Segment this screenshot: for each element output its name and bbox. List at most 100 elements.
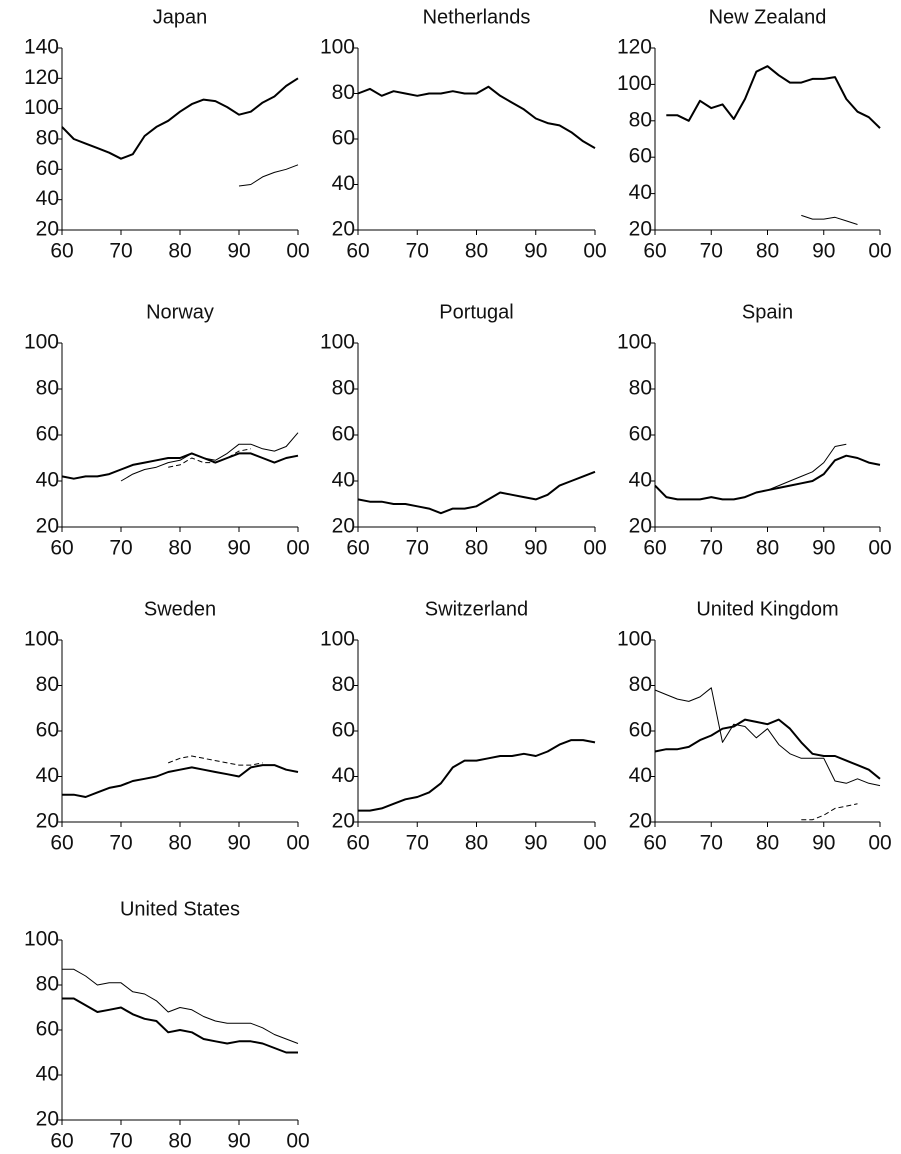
x-tick-label: 80 [168,1130,191,1153]
y-tick-label: 20 [629,218,652,241]
y-tick-label: 20 [332,218,355,241]
series-line [62,764,299,798]
x-tick-label: 90 [812,240,835,263]
x-tick-label: 00 [286,537,309,560]
x-tick-label: 00 [583,832,606,855]
y-tick-label: 60 [332,719,355,742]
series-line [801,214,858,225]
panel-title: New Zealand [709,6,827,28]
panel-title: Sweden [144,598,216,620]
series-line [654,718,881,780]
x-tick-label: 90 [227,832,250,855]
x-tick-label: 80 [756,832,779,855]
x-tick-label: 70 [109,832,132,855]
y-tick-label: 100 [617,72,652,95]
y-tick-label: 100 [320,628,355,651]
y-tick-label: 20 [629,810,652,833]
y-tick-label: 20 [36,810,59,833]
y-tick-label: 60 [332,423,355,446]
x-tick-label: 90 [524,240,547,263]
y-tick-label: 20 [36,218,59,241]
y-tick-label: 40 [629,181,652,204]
y-tick-label: 100 [24,628,59,651]
x-tick-label: 70 [406,537,429,560]
series-line [61,452,299,480]
y-tick-label: 80 [332,377,355,400]
x-tick-label: 70 [406,240,429,263]
y-tick-label: 60 [36,423,59,446]
x-tick-label: 70 [700,537,723,560]
y-tick-label: 100 [320,331,355,354]
y-tick-label: 40 [629,469,652,492]
x-tick-label: 80 [168,240,191,263]
x-tick-label: 60 [50,537,73,560]
x-tick-label: 90 [812,832,835,855]
series-line [358,739,596,812]
series-line [62,968,299,1044]
y-tick-label: 80 [36,127,59,150]
x-tick-label: 60 [50,832,73,855]
series-line [666,65,881,129]
x-tick-label: 80 [756,537,779,560]
y-tick-label: 60 [629,719,652,742]
y-tick-label: 20 [332,515,355,538]
y-tick-label: 80 [36,973,59,996]
x-tick-label: 90 [227,537,250,560]
y-tick-label: 40 [36,1063,59,1086]
panel-title: Portugal [439,301,514,323]
y-tick-label: 80 [332,81,355,104]
y-tick-label: 40 [36,187,59,210]
x-tick-label: 70 [700,240,723,263]
y-tick-label: 20 [36,515,59,538]
y-tick-label: 120 [24,66,59,89]
y-tick-label: 140 [24,36,59,59]
x-tick-label: 80 [168,832,191,855]
y-tick-label: 40 [332,764,355,787]
series-line [168,755,263,766]
x-tick-label: 90 [524,537,547,560]
x-tick-label: 00 [583,537,606,560]
y-tick-label: 60 [629,423,652,446]
x-tick-label: 70 [406,832,429,855]
panel-title: Japan [153,6,208,28]
x-tick-label: 00 [868,537,891,560]
x-tick-label: 00 [868,832,891,855]
y-tick-label: 80 [629,377,652,400]
x-tick-label: 90 [227,1130,250,1153]
y-tick-label: 40 [332,172,355,195]
x-tick-label: 00 [286,832,309,855]
y-tick-label: 20 [629,515,652,538]
series-line [168,448,251,468]
x-tick-label: 00 [286,1130,309,1153]
y-tick-label: 60 [332,127,355,150]
x-tick-label: 60 [50,1130,73,1153]
x-tick-label: 70 [109,240,132,263]
x-tick-label: 60 [346,240,369,263]
y-tick-label: 100 [24,331,59,354]
x-tick-label: 80 [756,240,779,263]
y-tick-label: 60 [629,145,652,168]
series-line [654,454,881,501]
series-line [61,77,299,160]
panel-title: Spain [742,301,793,323]
y-tick-label: 80 [629,673,652,696]
series-line [120,432,299,482]
x-tick-label: 90 [812,537,835,560]
y-tick-label: 60 [36,1018,59,1041]
y-tick-label: 100 [24,96,59,119]
x-tick-label: 90 [524,832,547,855]
y-tick-label: 40 [36,469,59,492]
panel-title: United Kingdom [696,598,838,620]
y-tick-label: 80 [332,673,355,696]
x-tick-label: 60 [346,832,369,855]
y-tick-label: 100 [24,928,59,951]
series-line [654,687,881,787]
y-tick-label: 60 [36,157,59,180]
series-line [801,803,858,821]
panel-title: Switzerland [425,598,528,620]
x-tick-label: 00 [583,240,606,263]
y-tick-label: 80 [36,673,59,696]
y-tick-label: 100 [617,331,652,354]
